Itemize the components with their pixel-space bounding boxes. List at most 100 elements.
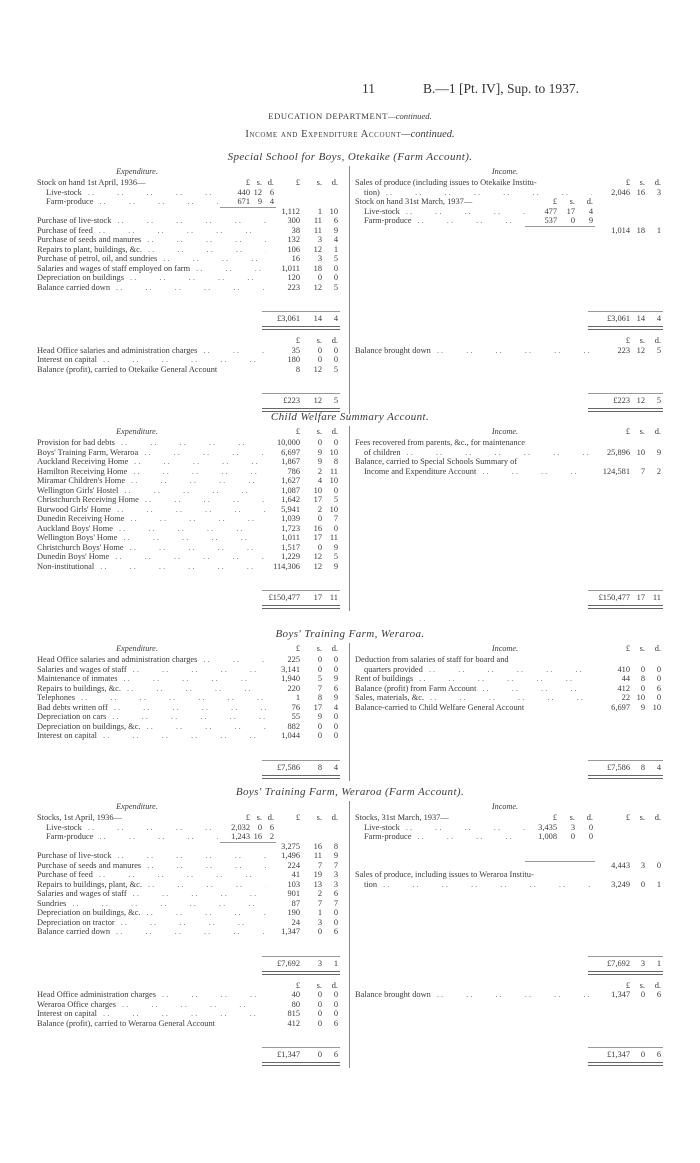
main-amount-pounds: 1,517 <box>281 542 300 552</box>
subtotal-rule <box>525 225 595 227</box>
main-amount-shillings: 14 <box>636 314 645 323</box>
main-amount-shillings: 12 <box>313 561 322 571</box>
line-label-wrap: Salaries and wages of staff employed on … <box>37 264 266 274</box>
main-amount-pence: 3 <box>333 870 338 879</box>
sub-amount-pounds: 537 <box>544 216 557 225</box>
account-line: Christchurch Receiving Home 1,642 17 5 <box>0 495 700 505</box>
main-amount-pounds: 55 <box>291 712 300 721</box>
line-label-wrap: Sales of produce, including issues to We… <box>355 870 592 880</box>
line-label: Depreciation on buildings, &c. <box>37 908 141 917</box>
main-amount-shillings: 18 <box>313 263 322 273</box>
main-amount-shillings: 0 <box>317 514 322 523</box>
income-heading: Income. <box>491 802 519 811</box>
account-line: Hamilton Receiving Home 786 2 11 Income and … <box>0 467 700 477</box>
dot-leader <box>110 927 266 937</box>
total-rule <box>588 393 663 394</box>
main-amount-pounds: 1,039 <box>281 514 300 523</box>
sub-unit-pence: d. <box>267 813 274 822</box>
main-amount-pounds: 35 <box>291 345 300 355</box>
main-amount-pounds: 114,306 <box>273 561 300 571</box>
main-amount-pounds: 6,697 <box>611 702 630 712</box>
main-amount-pence: 5 <box>333 364 338 374</box>
line-label: Interest on capital <box>37 731 97 740</box>
dot-leader <box>139 495 266 505</box>
line-label: Head Office salaries and administration … <box>37 345 198 355</box>
dot-leader <box>82 823 218 833</box>
main-amount-pence: 1 <box>656 879 661 889</box>
line-label: Christchurch Boys' Home <box>37 542 124 552</box>
account-line: Purchase of live-stock 300 11 6 Farm-produce… <box>0 216 700 226</box>
main-amount-shillings: 19 <box>313 870 322 879</box>
line-label-wrap: Fees recovered from parents, &c., for ma… <box>355 438 592 448</box>
dot-leader <box>138 448 266 458</box>
line-label-wrap: Stock on hand 1st April, 1936— <box>37 178 218 188</box>
main-amount-pence: 0 <box>333 273 338 282</box>
sub-unit-shillings: s. <box>256 178 262 187</box>
main-unit-pence: d. <box>331 644 338 653</box>
main-amount-pounds: 1,011 <box>281 263 300 273</box>
main-unit-pence: d. <box>654 427 661 436</box>
dot-leader <box>127 665 266 675</box>
account-line: Interest on capital 180 0 0 <box>0 355 700 365</box>
dot-leader <box>117 674 266 684</box>
line-label-wrap: Sales of produce (including issues to Ot… <box>355 178 592 188</box>
main-unit-pence: d. <box>331 336 338 345</box>
line-label: Fees recovered from parents, &c., for ma… <box>355 438 525 447</box>
main-unit-pence: d. <box>331 178 338 187</box>
line-label-wrap: Repairs to buildings, plant, &c. <box>37 880 266 890</box>
line-label: Auckland Boys' Home <box>37 523 113 533</box>
main-amount-shillings: 0 <box>317 721 322 731</box>
line-label-wrap: Live-stock <box>355 207 528 217</box>
account-line: £ s. d. £ s. d. <box>0 981 700 991</box>
account-lines: Expenditure. Income. Stock on hand 1st Apr… <box>0 166 700 418</box>
dot-leader <box>142 880 266 890</box>
main-amount-pence: 0 <box>333 263 338 273</box>
dot-leader <box>424 693 592 703</box>
account-line: Dunedin Boys' Home 1,229 12 5 <box>0 552 700 562</box>
main-amount-pounds: £223 <box>283 396 300 405</box>
main-unit-pence: d. <box>654 980 661 990</box>
main-amount-pounds: 6,697 <box>281 447 300 457</box>
main-amount-pounds: 1 <box>295 693 300 702</box>
sub-amount-pounds: 477 <box>544 206 557 216</box>
main-amount-pence: 5 <box>656 345 661 355</box>
main-amount-pounds: 1,940 <box>281 674 300 683</box>
dot-leader <box>121 684 266 694</box>
dot-leader <box>156 990 266 1000</box>
dot-leader <box>110 283 266 293</box>
main-amount-pence: 4 <box>333 314 338 323</box>
account-line: Provision for bad debts 10,000 0 0 Fees reco… <box>0 438 700 448</box>
line-label: Balance brought down <box>355 345 431 355</box>
main-amount-shillings: 3 <box>640 860 645 870</box>
main-amount-pence: 6 <box>656 990 661 999</box>
main-amount-pounds: £1,347 <box>606 1050 630 1059</box>
main-amount-pence: 9 <box>333 674 338 683</box>
account-line: Wellington Girls' Hostel 1,087 10 0 <box>0 486 700 496</box>
main-amount-shillings: 0 <box>317 664 322 674</box>
line-label: tion <box>364 879 378 889</box>
account-line: Head Office salaries and administration … <box>0 346 700 356</box>
dot-leader <box>197 655 266 665</box>
account-line: Auckland Boys' Home 1,723 16 0 <box>0 524 700 534</box>
main-amount-pounds: 124,581 <box>602 466 630 476</box>
sub-amount-pence: 2 <box>269 832 274 841</box>
line-label-wrap: tion <box>355 880 592 890</box>
dot-leader <box>116 1000 266 1010</box>
dot-leader <box>431 346 592 356</box>
main-amount-pence: 6 <box>333 927 338 936</box>
main-amount-pounds: £3,061 <box>276 314 300 323</box>
main-amount-shillings: 10 <box>313 485 322 495</box>
main-unit-shillings: s. <box>316 980 322 990</box>
main-amount-pence: 0 <box>656 664 661 674</box>
main-amount-pence: 10 <box>329 206 338 216</box>
main-amount-pence: 6 <box>333 889 338 898</box>
dot-leader <box>141 235 266 245</box>
main-amount-pence: 0 <box>333 1009 338 1018</box>
total-double-rule <box>262 970 340 975</box>
main-amount-pence: 6 <box>333 1018 338 1028</box>
line-label-wrap: Wellington Boys' Home <box>37 533 266 543</box>
main-amount-pounds: 132 <box>287 235 300 244</box>
line-label-wrap: Dunedin Boys' Home <box>37 552 266 562</box>
line-label: Purchase of feed <box>37 225 93 235</box>
